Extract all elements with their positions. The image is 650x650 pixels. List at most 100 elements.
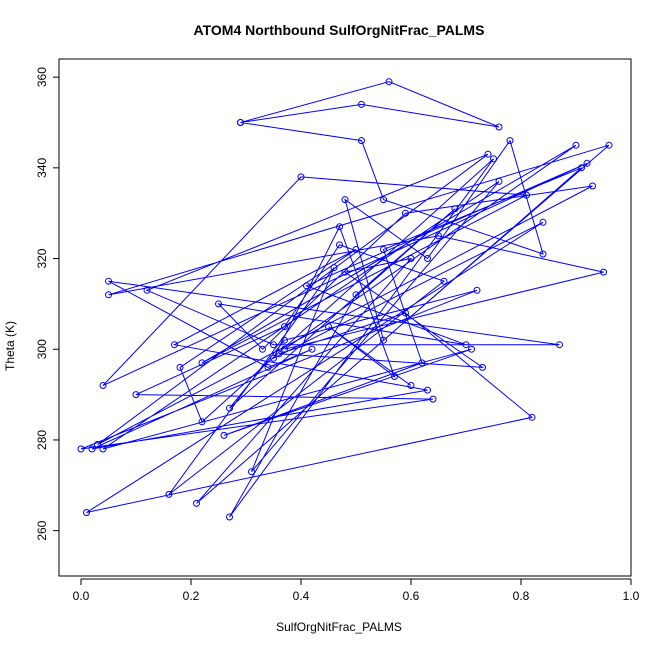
data-point [451,205,459,213]
data-point [215,300,222,308]
data-point [143,286,151,294]
data-point [479,363,486,371]
x-tick-label: 0.4 [293,589,310,603]
x-tick-label: 0.6 [403,589,420,603]
plot-frame [58,58,632,577]
data-point [88,445,96,453]
data-point [407,382,415,389]
data-point [358,137,365,145]
data-point [198,359,206,367]
data-point [165,490,173,498]
data-point [341,196,349,204]
data-point [198,418,206,426]
data-point [270,341,277,349]
data-point [490,155,497,163]
data-point [435,232,442,240]
y-axis-label: Theta (K) [3,321,17,371]
data-point [589,182,596,190]
y-tick-label: 320 [35,248,49,268]
series-line [80,81,610,518]
data-point [440,277,448,285]
data-point [94,441,101,448]
data-point [83,509,90,516]
data-point [352,246,360,253]
data-point [176,363,184,371]
data-point [539,250,547,258]
data-point [226,404,233,412]
y-tick-label: 280 [35,430,49,450]
data-point [99,445,107,453]
data-point [325,323,332,331]
y-tick-label: 300 [35,339,49,359]
data-point [402,309,409,317]
data-point [281,345,288,353]
data-point [297,173,305,181]
data-point [358,100,365,108]
data-point [600,268,607,276]
data-point [424,255,431,262]
data-point [303,282,310,290]
data-point [572,141,580,149]
y-axis: 260 280 300 320 340 360 [35,67,60,541]
data-point [270,354,277,362]
data-point [132,391,140,399]
x-axis-label: SulfOrgNitFrac_PALMS [276,620,402,634]
data-point [495,177,503,185]
data-point [226,513,233,521]
data-point [556,341,563,349]
data-point [429,395,437,403]
data-point [484,150,492,158]
x-axis: 0.0 0.2 0.4 0.6 0.8 1.0 [73,578,640,603]
data-point [385,78,393,86]
data-point [462,341,470,349]
data-point [523,191,530,199]
data-point [220,431,228,439]
data-point [495,123,503,131]
data-point [336,223,343,231]
data-point [237,119,244,126]
data-point [473,286,481,294]
x-tick-label: 0.0 [73,589,90,603]
data-point [77,445,85,453]
data-point [424,386,431,394]
data-point [248,468,255,476]
data-point [264,363,272,371]
data-point [336,241,343,249]
data-point [281,336,288,344]
x-tick-label: 0.8 [513,589,530,603]
y-tick-label: 260 [35,520,49,540]
data-point [308,345,316,353]
data-point [330,264,338,272]
data-point [402,209,409,217]
data-point [583,159,591,167]
data-point [193,499,200,507]
data-point [539,218,547,226]
data-point [380,246,387,253]
data-point [605,141,613,149]
chart-title: ATOM4 Northbound SulfOrgNitFrac_PALMS [194,22,485,38]
data-point [105,291,112,299]
series-layer [77,78,613,521]
data-point [171,341,178,349]
y-tick-label: 360 [35,67,49,87]
data-point [275,350,283,358]
data-point [468,345,475,353]
data-point [99,382,107,389]
y-tick-label: 340 [35,158,49,178]
data-point [506,137,514,145]
data-point [391,373,398,380]
data-point [380,196,387,204]
data-point [281,323,288,331]
data-point [352,291,360,299]
data-point [259,345,266,353]
data-point [578,164,585,172]
data-point [105,277,112,285]
data-point [407,255,415,262]
data-point [418,359,426,367]
x-tick-label: 1.0 [623,589,640,603]
data-point [341,268,349,276]
x-tick-label: 0.2 [183,589,200,603]
data-point [380,336,387,344]
